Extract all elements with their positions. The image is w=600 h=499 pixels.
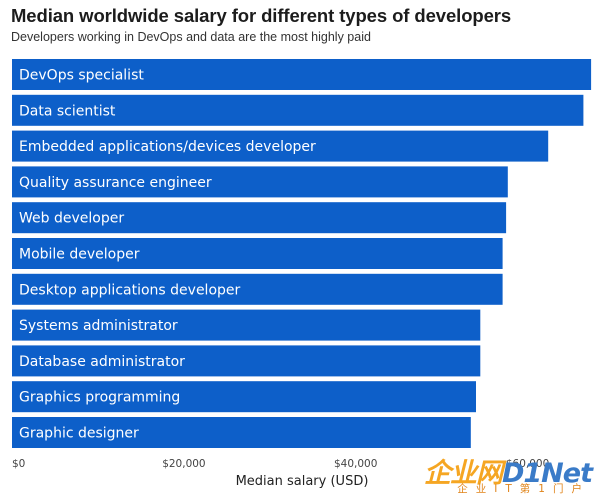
bars-layer: DevOps specialist Data scientist Embedded …	[12, 59, 592, 448]
bar-label-6: Desktop applications developer	[19, 282, 241, 298]
bar-label-7: Systems administrator	[19, 318, 178, 334]
bar-label-2: Embedded applications/devices developer	[19, 139, 316, 155]
x-tick-label-1: $20,000	[162, 458, 205, 470]
bar-label-4: Web developer	[19, 211, 124, 227]
bar-0	[12, 59, 592, 90]
d1net-watermark-logo: 企业网D1Net 企业IT第1门户	[423, 451, 596, 497]
bar-5	[12, 238, 503, 269]
x-tick-label-2: $40,000	[334, 458, 377, 470]
chart-title: Median worldwide salary for different ty…	[11, 5, 512, 26]
x-axis-title: Median salary (USD)	[236, 474, 369, 489]
bar-8	[12, 345, 481, 377]
bar-6	[12, 273, 503, 305]
x-tick-label-3: $60,000	[506, 458, 549, 470]
watermark-main-left: 企业网	[423, 458, 503, 489]
watermark-tagline: 企业IT第1门户	[457, 483, 590, 495]
x-tick-label-0: $0	[12, 458, 25, 470]
bar-9	[12, 381, 476, 413]
chart-subtitle: Developers working in DevOps and data ar…	[11, 30, 371, 44]
bar-7	[12, 309, 481, 341]
x-axis-ticks: $0 $20,000 $40,000 $60,000	[12, 458, 549, 470]
bar-2	[12, 130, 549, 162]
watermark-main-right: D1Net	[501, 458, 593, 489]
bar-label-0: DevOps specialist	[19, 68, 144, 84]
bar-1	[12, 94, 584, 126]
bar-3	[12, 166, 508, 198]
bar-10	[12, 417, 471, 448]
bar-label-8: Database administrator	[19, 354, 185, 370]
bar-4	[12, 202, 507, 234]
watermark-wordmark: 企业网D1Net	[423, 451, 593, 490]
bar-label-5: Mobile developer	[19, 247, 140, 263]
bar-label-1: Data scientist	[19, 103, 116, 119]
bar-label-9: Graphics programming	[19, 390, 180, 406]
bar-label-10: Graphic designer	[19, 426, 139, 442]
bar-label-3: Quality assurance engineer	[19, 175, 212, 191]
